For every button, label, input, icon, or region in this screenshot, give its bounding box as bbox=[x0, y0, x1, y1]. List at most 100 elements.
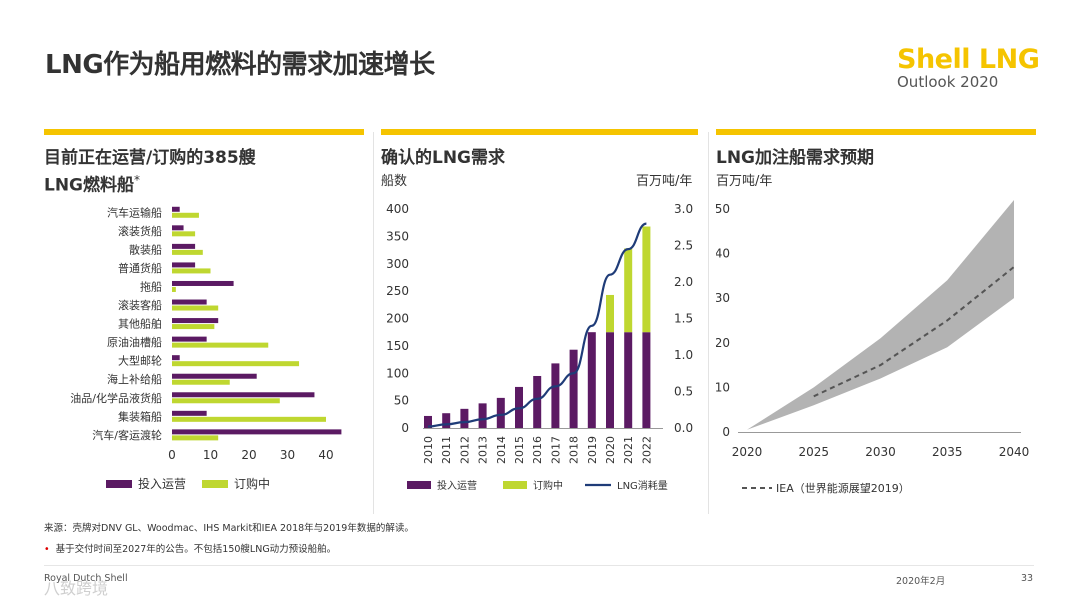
chart1-x-tick: 20 bbox=[241, 448, 256, 462]
chart2-y-tick-left: 350 bbox=[386, 229, 409, 243]
chart1-category-label: 其他船舶 bbox=[118, 317, 162, 331]
chart1-category-label: 集装箱船 bbox=[118, 409, 162, 423]
chart2-bar-operating bbox=[533, 375, 542, 428]
panel-separator-2 bbox=[708, 132, 709, 514]
chart1-category-label: 滚装货船 bbox=[118, 224, 162, 238]
chart2-legend-operating: 投入运营 bbox=[437, 479, 477, 492]
chart2-bar-operating bbox=[551, 363, 560, 428]
chart2-x-tick: 2014 bbox=[495, 436, 508, 464]
brand-name: Shell LNG bbox=[897, 44, 1040, 75]
chart2-bar-operating bbox=[478, 403, 487, 428]
chart1-category-label: 滚装客船 bbox=[118, 298, 162, 312]
chart2-legend-swatch-ordered bbox=[503, 481, 527, 489]
panel-divider-1 bbox=[44, 129, 364, 135]
source-note: 来源：壳牌对DNV GL、Woodmac、IHS Markit和IEA 2018… bbox=[44, 523, 414, 534]
chart1-title: 目前正在运营/订购的385艘 LNG燃料船* bbox=[44, 147, 256, 197]
chart2-bar-operating bbox=[460, 408, 469, 428]
chart2-y-tick-left: 0 bbox=[401, 421, 409, 435]
chart2-title: 确认的LNG需求 bbox=[381, 148, 506, 168]
chart1-bar-operating bbox=[172, 243, 196, 249]
chart2-bar-ordered bbox=[642, 226, 651, 333]
chart3-y-tick: 10 bbox=[716, 380, 730, 394]
chart1-hbar: 0 10 20 30 40 汽车运输船滚装货船散装船普通货船拖船滚装客船其他船舶原油油槽船… bbox=[70, 205, 342, 491]
chart1-bar-ordered bbox=[172, 324, 215, 330]
chart3-title: LNG加注船需求预期 bbox=[716, 148, 875, 168]
brand-subtitle: Outlook 2020 bbox=[897, 73, 999, 91]
chart1-x-tick: 0 bbox=[168, 448, 176, 462]
chart3-y-tick: 30 bbox=[716, 291, 730, 305]
chart2-y-tick-left: 250 bbox=[386, 284, 409, 298]
chart1-category-label: 海上补给船 bbox=[107, 372, 162, 386]
chart2-y-tick-right: 3.0 bbox=[674, 202, 693, 216]
chart3-legend-label: IEA（世界能源展望2019） bbox=[776, 481, 910, 495]
chart2-x-tick: 2020 bbox=[604, 436, 617, 464]
chart1-bar-operating bbox=[172, 299, 207, 305]
chart1-bar-operating bbox=[172, 410, 207, 416]
chart2-y-tick-right: 2.5 bbox=[674, 239, 693, 253]
chart2-bar-operating bbox=[587, 332, 596, 428]
chart2-bar-operating bbox=[496, 397, 505, 428]
chart1-category-label: 散装船 bbox=[129, 242, 162, 256]
chart2-bar-ordered bbox=[624, 248, 633, 333]
chart1-category-label: 汽车/客运渡轮 bbox=[92, 428, 162, 442]
chart2-line-consumption bbox=[427, 222, 647, 428]
chart2-y-tick-left: 150 bbox=[386, 339, 409, 353]
chart1-bar-ordered bbox=[172, 398, 280, 404]
chart2-y-tick-right: 0.5 bbox=[674, 385, 693, 399]
chart1-bar-ordered bbox=[172, 379, 230, 385]
chart2-x-tick: 2019 bbox=[586, 436, 599, 464]
panel-divider-2 bbox=[381, 129, 698, 135]
chart2-x-tick: 2013 bbox=[477, 436, 490, 464]
chart2-y-tick-right: 1.5 bbox=[674, 312, 693, 326]
chart3-x-tick: 2035 bbox=[932, 445, 963, 459]
chart1-legend-swatch-ordered bbox=[202, 480, 228, 488]
footer-rule bbox=[44, 565, 1034, 566]
chart2-y-tick-left: 50 bbox=[394, 394, 409, 408]
chart2-legend-ordered: 订购中 bbox=[533, 479, 563, 492]
chart2-ylabel-right: 百万吨/年 bbox=[636, 174, 693, 189]
footer-date: 2020年2月 bbox=[896, 576, 946, 587]
footer-company: Royal Dutch Shell bbox=[44, 573, 128, 584]
chart1-title-mark: * bbox=[134, 173, 141, 187]
page-title: LNG作为船用燃料的需求加速增长 bbox=[45, 50, 435, 80]
chart2-legend-consumption: LNG消耗量 bbox=[617, 479, 668, 492]
panel-separator-1 bbox=[373, 132, 374, 514]
chart1-bar-operating bbox=[172, 280, 234, 286]
chart1-bar-operating bbox=[172, 429, 342, 435]
footnote-text: 基于交付时间至2027年的公告。不包括150艘LNG动力预设船舶。 bbox=[55, 544, 337, 555]
chart1-bar-ordered bbox=[172, 286, 176, 292]
chart3-y-tick: 40 bbox=[716, 247, 730, 261]
chart2-x-tick: 2011 bbox=[440, 436, 453, 464]
panel-divider-3 bbox=[716, 129, 1036, 135]
chart1-title-line2: LNG燃料船 bbox=[44, 175, 135, 196]
chart2-y-tick-left: 300 bbox=[386, 257, 409, 271]
chart2-x-tick: 2018 bbox=[568, 436, 581, 464]
chart3-x-tick: 2040 bbox=[999, 445, 1030, 459]
watermark: 八致跨境 bbox=[44, 579, 109, 598]
chart1-bar-ordered bbox=[172, 416, 326, 422]
chart1-bar-ordered bbox=[172, 268, 211, 274]
chart1-x-tick: 10 bbox=[203, 448, 218, 462]
chart2-x-tick: 2012 bbox=[458, 436, 471, 464]
chart2-y-tick-right: 1.0 bbox=[674, 348, 693, 362]
chart1-category-label: 油品/化学品液货船 bbox=[70, 391, 162, 405]
chart1-bar-operating bbox=[172, 318, 219, 324]
footnote: • 基于交付时间至2027年的公告。不包括150艘LNG动力预设船舶。 bbox=[44, 541, 336, 555]
chart3-x-tick: 2030 bbox=[865, 445, 896, 459]
chart1-category-label: 普通货船 bbox=[118, 261, 162, 275]
chart1-bar-operating bbox=[172, 262, 196, 268]
chart3-y-tick: 50 bbox=[716, 202, 730, 216]
chart1-category-label: 原油油槽船 bbox=[107, 335, 162, 349]
chart1-bar-operating bbox=[172, 225, 184, 231]
chart1-title-line1: 目前正在运营/订购的385艘 bbox=[44, 148, 256, 168]
brand-logo: Shell LNG Outlook 2020 bbox=[897, 44, 1040, 91]
chart1-legend-operating: 投入运营 bbox=[138, 476, 186, 491]
chart2-x-tick: 2010 bbox=[422, 436, 435, 464]
chart2-x-tick: 2017 bbox=[549, 436, 562, 464]
chart2-bar-operating bbox=[606, 332, 614, 428]
chart2-y-tick-right: 0.0 bbox=[674, 421, 693, 435]
chart2-x-tick: 2015 bbox=[513, 436, 526, 464]
chart3-x-tick: 2025 bbox=[798, 445, 829, 459]
chart2-x-tick: 2016 bbox=[531, 436, 544, 464]
